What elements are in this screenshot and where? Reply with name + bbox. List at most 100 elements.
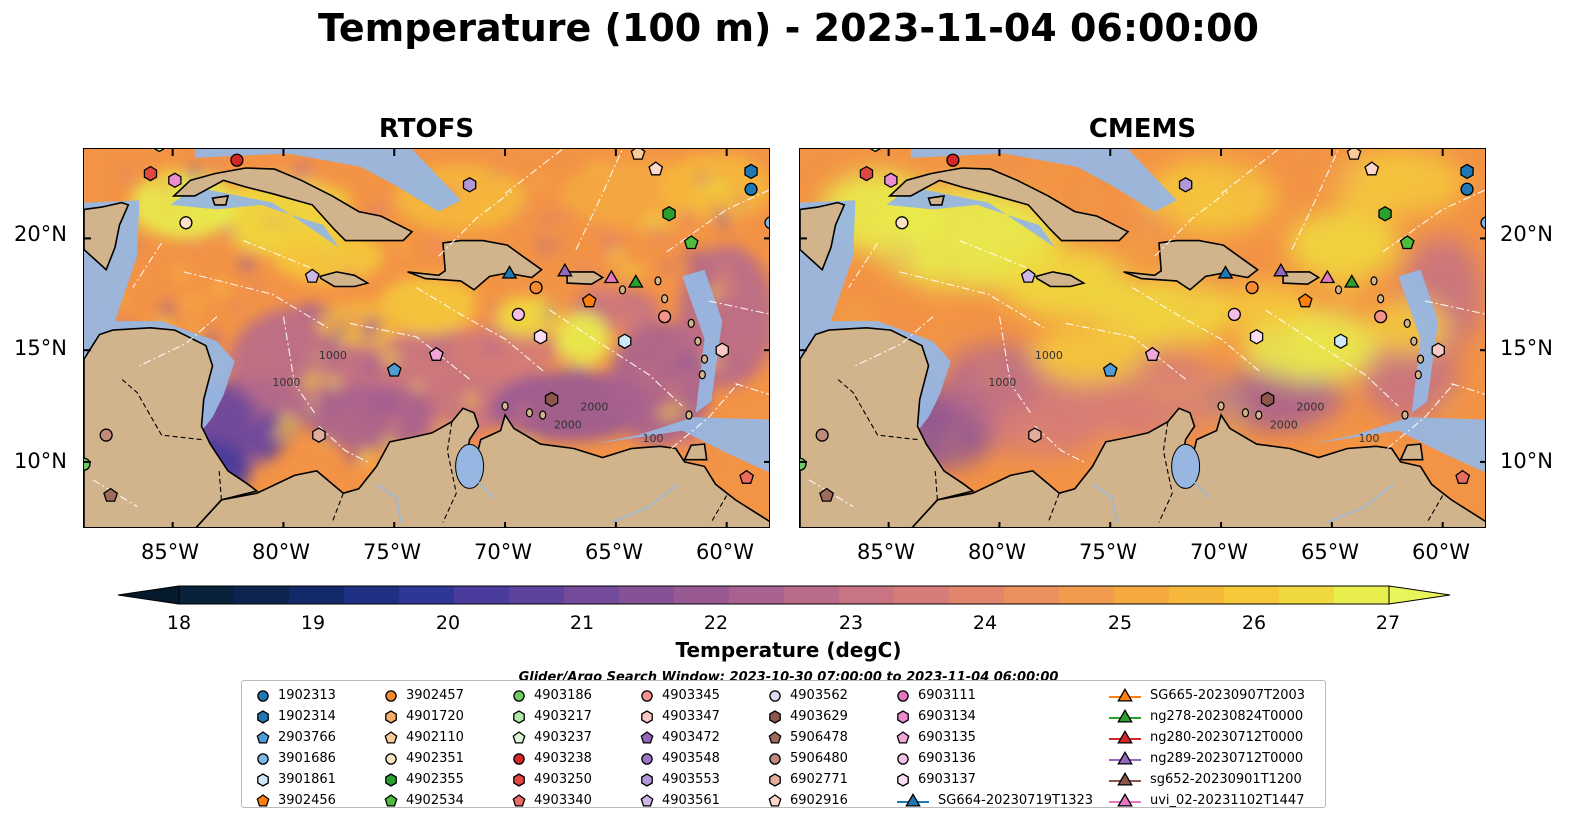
legend-argo-marker[interactable]	[385, 709, 397, 724]
map-panel-cmems[interactable]: 1000 1000 2000 2000 100	[799, 148, 1486, 528]
map-marker-4902351[interactable]	[179, 216, 193, 230]
legend-item[interactable]: 2903766	[256, 727, 336, 748]
map-marker-4902355[interactable]	[1378, 206, 1392, 222]
map-marker-3902456[interactable]	[581, 293, 597, 308]
legend-argo-marker[interactable]	[641, 772, 653, 787]
legend-item[interactable]: 6902771	[768, 769, 848, 790]
legend-item[interactable]: 5906478	[768, 727, 848, 748]
legend-argo-marker[interactable]	[513, 689, 525, 702]
map-marker-6903134[interactable]	[884, 172, 898, 189]
map-marker-4903340[interactable]	[739, 469, 755, 484]
map-rtofs[interactable]: 1000 1000 2000 2000 100	[84, 149, 770, 528]
map-marker-4903186[interactable]	[800, 457, 807, 471]
legend-argo-marker[interactable]	[512, 793, 526, 807]
legend-item[interactable]: 4903186	[512, 685, 592, 706]
map-marker-3901686[interactable]	[1480, 216, 1486, 230]
legend-item[interactable]: 4903217	[512, 706, 592, 727]
legend-argo-marker[interactable]	[641, 689, 653, 702]
map-marker-4903345[interactable]	[658, 310, 672, 324]
map-marker-4902355[interactable]	[662, 206, 676, 222]
map-marker-4903217[interactable]	[153, 149, 165, 153]
legend-argo-marker[interactable]	[640, 730, 654, 744]
legend-argo-marker[interactable]	[385, 772, 397, 787]
legend-item[interactable]: 4902355	[384, 769, 464, 790]
map-marker-3901861[interactable]	[1334, 333, 1348, 349]
map-marker-3901686[interactable]	[764, 216, 770, 230]
legend-argo-marker[interactable]	[640, 793, 654, 807]
legend-item[interactable]: ng289-20230712T0000	[1108, 748, 1305, 769]
map-marker-ng289-20230712t0000[interactable]	[1273, 262, 1289, 277]
legend-argo-marker[interactable]	[769, 752, 781, 765]
legend-argo-marker[interactable]	[384, 793, 398, 807]
map-marker-ng278-20230824t0000[interactable]	[627, 274, 644, 288]
legend-item[interactable]: 6902916	[768, 790, 848, 811]
map-marker-1902313[interactable]	[744, 182, 758, 196]
map-marker-4903345[interactable]	[1374, 310, 1388, 324]
legend-item[interactable]: 6903111	[896, 685, 1093, 706]
legend-argo-marker[interactable]	[512, 730, 526, 744]
legend-item[interactable]: SG664-20230719T1323	[896, 790, 1093, 811]
map-marker-4903340[interactable]	[1455, 469, 1471, 484]
map-panel-rtofs[interactable]: 1000 1000 2000 2000 100	[83, 148, 770, 528]
legend-argo-marker[interactable]	[641, 752, 653, 765]
legend-glider-marker[interactable]	[905, 792, 921, 807]
legend-argo-marker[interactable]	[385, 689, 397, 702]
map-marker-1902314[interactable]	[1460, 163, 1474, 180]
legend-argo-marker[interactable]	[896, 730, 910, 744]
legend-item[interactable]: 5906480	[768, 748, 848, 769]
legend-item[interactable]: 3902456	[256, 790, 336, 811]
legend-item[interactable]: 1902313	[256, 685, 336, 706]
map-marker-6903136[interactable]	[511, 307, 525, 322]
legend-argo-marker[interactable]	[257, 772, 269, 787]
legend-item[interactable]: SG665-20230907T2003	[1108, 685, 1305, 706]
map-marker-4903250[interactable]	[859, 165, 874, 182]
map-marker-3902456[interactable]	[1297, 293, 1313, 308]
map-marker-4903629[interactable]	[1260, 391, 1275, 408]
legend-glider-marker[interactable]	[1117, 729, 1133, 744]
map-cmems[interactable]: 1000 1000 2000 2000 100	[800, 149, 1486, 528]
map-marker-5906478[interactable]	[103, 487, 119, 502]
legend-argo-marker[interactable]	[513, 752, 525, 765]
legend-argo-marker[interactable]	[897, 752, 909, 765]
legend-item[interactable]: 4903629	[768, 706, 848, 727]
map-marker-4903238[interactable]	[230, 153, 244, 167]
legend-item[interactable]: ng278-20230824T0000	[1108, 706, 1305, 727]
legend-item[interactable]: 4903548	[640, 748, 720, 769]
legend-argo-marker[interactable]	[256, 793, 270, 807]
map-marker-4902110[interactable]	[1346, 149, 1362, 160]
legend-item[interactable]: 3901861	[256, 769, 336, 790]
legend-argo-marker[interactable]	[256, 730, 270, 744]
legend-item[interactable]: 4903340	[512, 790, 592, 811]
legend-argo-marker[interactable]	[768, 793, 782, 807]
map-marker-5906480[interactable]	[815, 428, 829, 442]
legend-glider-marker[interactable]	[1117, 792, 1133, 807]
map-marker-4903217[interactable]	[869, 149, 881, 153]
map-marker-4903629[interactable]	[544, 391, 559, 408]
map-marker-3902457[interactable]	[1245, 280, 1259, 295]
legend-item[interactable]: 3901686	[256, 748, 336, 769]
map-marker-3902457[interactable]	[529, 280, 543, 295]
legend-argo-marker[interactable]	[513, 772, 525, 787]
map-marker-ng278-20230824t0000[interactable]	[1343, 274, 1360, 288]
legend-item[interactable]: uvi_02-20231102T1447	[1108, 790, 1305, 811]
map-marker-6902771[interactable]	[1028, 427, 1042, 443]
map-marker-6902916[interactable]	[1364, 161, 1380, 176]
legend-argo-marker[interactable]	[257, 689, 269, 702]
map-marker-sg664-20230719t1323[interactable]	[501, 265, 518, 279]
map-marker-5906480[interactable]	[99, 428, 113, 442]
map-marker-4902534[interactable]	[683, 235, 699, 250]
legend-glider-marker[interactable]	[1117, 708, 1133, 723]
legend-item[interactable]: 4902110	[384, 727, 464, 748]
map-marker-2903766[interactable]	[386, 362, 402, 377]
legend-item[interactable]: 1902314	[256, 706, 336, 727]
legend-argo-marker[interactable]	[257, 752, 269, 765]
legend-item[interactable]: 4903347	[640, 706, 720, 727]
map-marker-6903137[interactable]	[1249, 329, 1264, 345]
legend-argo-marker[interactable]	[384, 730, 398, 744]
map-marker-6903136[interactable]	[1227, 307, 1241, 322]
legend-item[interactable]: 4903472	[640, 727, 720, 748]
legend-item[interactable]: 4903562	[768, 685, 848, 706]
map-marker-sg664-20230719t1323[interactable]	[1217, 265, 1234, 279]
legend-argo-marker[interactable]	[768, 730, 782, 744]
map-marker-6903134[interactable]	[168, 172, 182, 189]
